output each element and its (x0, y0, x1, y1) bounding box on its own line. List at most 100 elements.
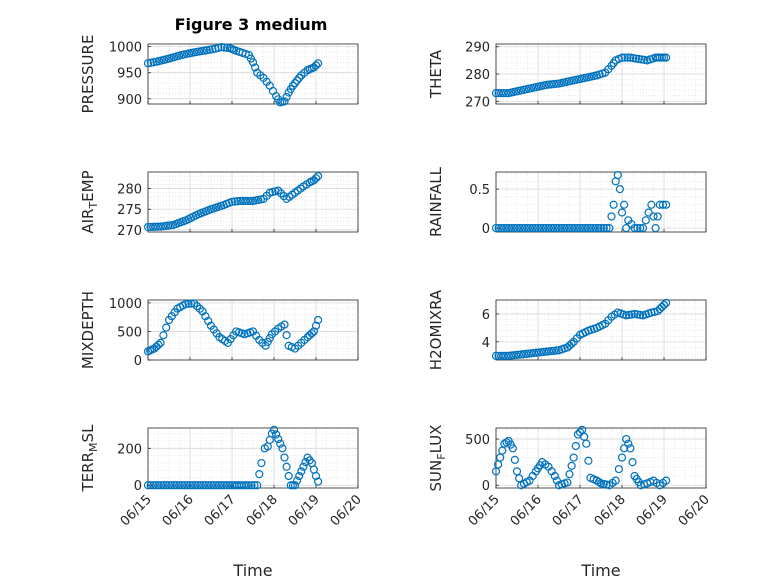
data-point (162, 481, 171, 490)
y-tick-label: 4 (482, 336, 490, 351)
data-point (255, 470, 264, 479)
axes-box (495, 299, 707, 361)
data-point (617, 208, 627, 217)
data-point (188, 481, 197, 490)
data-point (589, 224, 598, 233)
data-point (314, 59, 323, 68)
data-point (309, 176, 318, 185)
data-point (661, 200, 671, 209)
data-point (311, 321, 321, 330)
minor-grid (148, 428, 358, 488)
data-point (274, 186, 283, 195)
data-point (582, 439, 591, 448)
data-point (583, 224, 592, 233)
data-point (257, 458, 266, 468)
y-label-part: SL (79, 424, 97, 443)
data-point (550, 471, 559, 481)
series-markers (143, 299, 323, 356)
data-point (510, 455, 520, 464)
y-axis-label: PRESSURE (79, 35, 97, 114)
y-tick-label: 950 (117, 67, 142, 82)
y-tick-label: 1000 (109, 41, 142, 56)
y-axis-label: AIRTEMP (79, 170, 100, 233)
data-point (201, 481, 210, 490)
data-point (183, 481, 192, 490)
data-point (253, 481, 262, 490)
y-tick-label: 280 (465, 68, 490, 83)
series-markers (143, 425, 323, 490)
y-label-part: EMP (79, 170, 97, 201)
data-point (295, 471, 304, 481)
data-point (622, 434, 631, 444)
data-point (217, 43, 226, 52)
subplot: 270 280 290 THETA (427, 41, 707, 110)
data-point (520, 224, 529, 233)
data-point (602, 224, 611, 233)
data-point (649, 212, 658, 221)
data-point (156, 338, 165, 347)
y-tick-label: 0 (134, 479, 142, 494)
y-tick-label: 500 (465, 433, 490, 448)
data-point (563, 478, 572, 487)
data-point (178, 481, 187, 490)
data-point (557, 224, 566, 233)
data-point (244, 481, 253, 490)
data-point (276, 189, 286, 198)
data-point (159, 481, 168, 490)
data-point (499, 224, 508, 233)
y-tick-label: 900 (117, 93, 142, 108)
data-point (272, 430, 281, 439)
data-point (248, 58, 258, 67)
data-point (637, 55, 646, 64)
data-point (280, 320, 289, 329)
data-point (491, 224, 501, 233)
y-tick-label: 200 (117, 442, 142, 457)
data-point (622, 311, 631, 320)
data-point (653, 212, 662, 221)
axes-box (495, 427, 707, 489)
data-point (573, 224, 582, 233)
data-point (626, 444, 635, 453)
subplot: 4 6 H2OMIXRA (427, 289, 707, 370)
data-point (149, 481, 158, 490)
y-label-subscript: T (87, 202, 100, 210)
y-label-subscript: M (87, 442, 100, 452)
data-point (175, 481, 184, 490)
data-point (280, 453, 289, 462)
series-markers (143, 43, 323, 107)
data-point (295, 73, 304, 83)
data-point (301, 458, 310, 467)
data-point (280, 97, 289, 106)
data-point (658, 200, 668, 209)
axes-box (147, 171, 359, 233)
minor-grid (496, 172, 706, 232)
data-point (544, 224, 553, 233)
data-point (143, 481, 153, 490)
data-point (282, 331, 291, 340)
data-point (196, 481, 205, 490)
series-markers (491, 171, 671, 233)
data-point (314, 172, 323, 181)
data-point (505, 224, 514, 233)
data-point (614, 464, 623, 474)
data-point (659, 300, 669, 309)
data-point (661, 476, 671, 485)
data-point (209, 481, 218, 490)
y-label-part: AIR (79, 209, 97, 234)
data-point (185, 481, 195, 490)
data-point (599, 224, 608, 233)
data-point (214, 481, 223, 490)
data-point (309, 327, 318, 336)
y-tick-label: 500 (117, 325, 142, 340)
y-axis-label: THETA (427, 49, 445, 99)
data-point (592, 476, 601, 485)
data-point (510, 224, 519, 233)
y-tick-label: 270 (465, 95, 490, 110)
data-point (528, 224, 537, 233)
data-point (191, 481, 200, 490)
data-point (502, 438, 511, 447)
data-point (613, 171, 622, 180)
data-point (581, 224, 590, 233)
subplot-grid: 900 950 1000 PRESSURE 270 280 290 THETA 270 275 28… (79, 35, 713, 580)
data-point (204, 481, 213, 490)
